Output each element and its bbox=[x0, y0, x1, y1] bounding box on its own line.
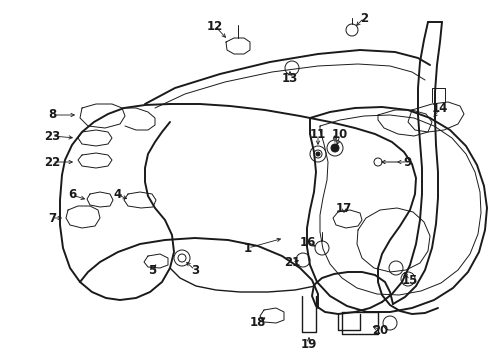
Text: 21: 21 bbox=[284, 256, 300, 269]
Text: 19: 19 bbox=[300, 338, 317, 351]
Text: 20: 20 bbox=[371, 324, 387, 337]
Text: 14: 14 bbox=[431, 102, 447, 114]
Text: 5: 5 bbox=[147, 264, 156, 276]
Text: 18: 18 bbox=[249, 315, 265, 328]
Text: 13: 13 bbox=[281, 72, 298, 85]
Text: 3: 3 bbox=[190, 264, 199, 276]
Circle shape bbox=[315, 152, 319, 156]
Text: 23: 23 bbox=[44, 130, 60, 143]
Text: 17: 17 bbox=[335, 202, 351, 215]
Text: 8: 8 bbox=[48, 108, 56, 122]
Text: 11: 11 bbox=[309, 129, 325, 141]
Text: 2: 2 bbox=[359, 12, 367, 24]
Text: 12: 12 bbox=[206, 19, 223, 32]
Circle shape bbox=[330, 144, 338, 152]
Text: 1: 1 bbox=[244, 242, 251, 255]
Text: 10: 10 bbox=[331, 129, 347, 141]
Text: 16: 16 bbox=[299, 235, 316, 248]
Text: 6: 6 bbox=[68, 189, 76, 202]
Text: 15: 15 bbox=[401, 274, 417, 287]
Text: 4: 4 bbox=[114, 189, 122, 202]
Text: 9: 9 bbox=[403, 156, 411, 168]
Text: 22: 22 bbox=[44, 156, 60, 168]
Text: 7: 7 bbox=[48, 211, 56, 225]
